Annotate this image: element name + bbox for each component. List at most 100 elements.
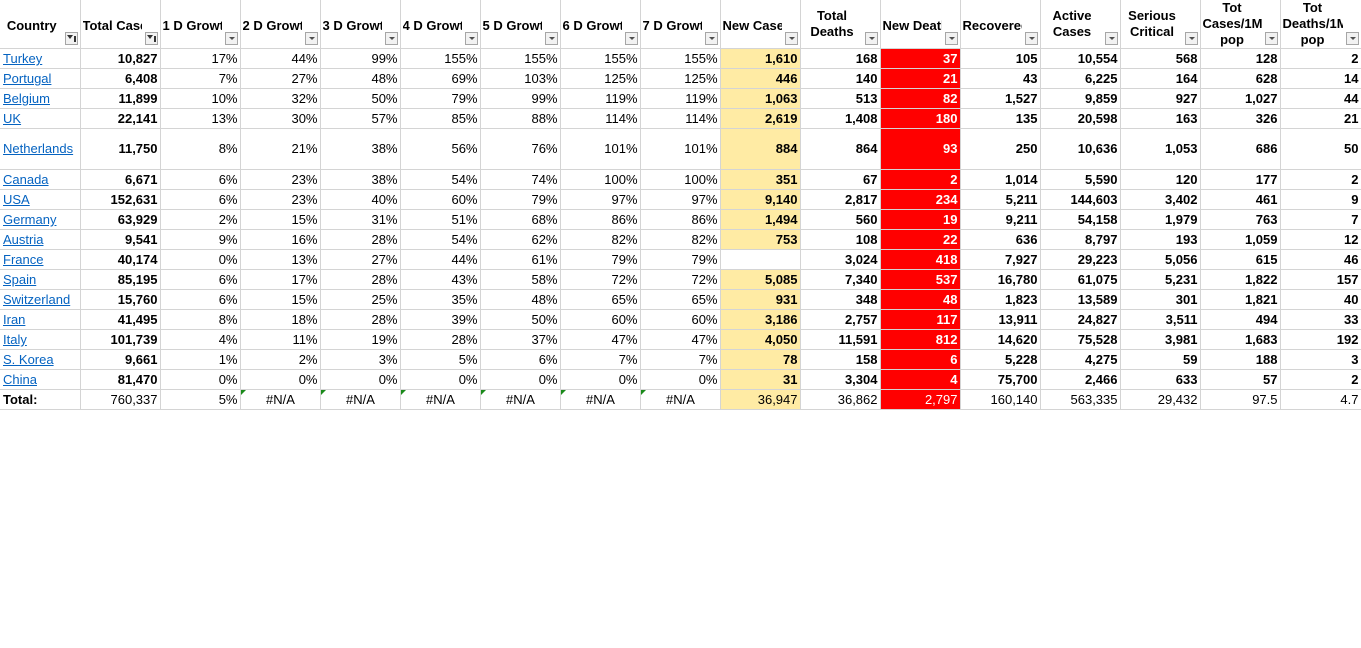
- data-cell: 93: [880, 128, 961, 170]
- filter-dropdown-icon[interactable]: [784, 32, 798, 45]
- total-cell: 5%: [160, 389, 241, 410]
- country-link[interactable]: Netherlands: [3, 141, 74, 156]
- data-cell: 72%: [640, 269, 721, 290]
- country-cell[interactable]: UK: [0, 108, 81, 129]
- data-cell: 22: [880, 229, 961, 250]
- filter-active-icon[interactable]: [144, 32, 158, 45]
- data-cell: 82%: [560, 229, 641, 250]
- data-cell: 1,823: [960, 289, 1041, 310]
- covid-data-table: Country Total Cases 1 D Growth 2 D Growth 3 …: [0, 0, 1361, 410]
- country-link[interactable]: Portugal: [3, 71, 52, 86]
- filter-dropdown-icon[interactable]: [1024, 32, 1038, 45]
- error-indicator-icon: [560, 390, 566, 395]
- country-cell[interactable]: S. Korea: [0, 349, 81, 370]
- data-cell: 28%: [320, 229, 401, 250]
- data-cell: 57: [1200, 369, 1281, 390]
- data-cell: 348: [800, 289, 881, 310]
- filter-dropdown-icon[interactable]: [1104, 32, 1118, 45]
- column-header-label: 7 D Growth: [642, 17, 702, 33]
- table-row: Iran 41,495 8% 18% 28% 39% 50% 60% 60% 3,186 2,757…: [0, 309, 1361, 330]
- data-cell: 62%: [480, 229, 561, 250]
- country-link[interactable]: Turkey: [3, 51, 43, 66]
- data-cell: 119%: [560, 88, 641, 109]
- filter-dropdown-icon[interactable]: [224, 32, 238, 45]
- data-cell: 101%: [640, 128, 721, 170]
- data-cell: 812: [880, 329, 961, 350]
- data-cell: 81,470: [80, 369, 161, 390]
- filter-dropdown-icon[interactable]: [384, 32, 398, 45]
- filter-dropdown-icon[interactable]: [944, 32, 958, 45]
- data-cell: 43: [960, 68, 1041, 89]
- country-cell[interactable]: Germany: [0, 209, 81, 230]
- table-row: Turkey 10,827 17% 44% 99% 155% 155% 155% 155% 1,6…: [0, 48, 1361, 69]
- country-cell[interactable]: Canada: [0, 169, 81, 190]
- data-cell: 158: [800, 349, 881, 370]
- data-cell: 40,174: [80, 249, 161, 270]
- country-cell[interactable]: Portugal: [0, 68, 81, 89]
- data-cell: 117: [880, 309, 961, 330]
- filter-dropdown-icon[interactable]: [624, 32, 638, 45]
- column-header-label: Serious Critical: [1128, 8, 1176, 39]
- country-link[interactable]: Switzerland: [3, 292, 71, 307]
- filter-dropdown-icon[interactable]: [464, 32, 478, 45]
- country-cell[interactable]: Switzerland: [0, 289, 81, 310]
- country-cell[interactable]: Spain: [0, 269, 81, 290]
- data-cell: 931: [720, 289, 801, 310]
- data-cell: 125%: [640, 68, 721, 89]
- data-cell: 157: [1280, 269, 1361, 290]
- data-cell: 78: [720, 349, 801, 370]
- filter-dropdown-icon[interactable]: [1184, 32, 1198, 45]
- table-row: USA 152,631 6% 23% 40% 60% 79% 97% 97% 9,140 2,817…: [0, 189, 1361, 210]
- data-cell: 180: [880, 108, 961, 129]
- column-header-label: Total Cases: [82, 17, 142, 33]
- data-cell: 20,598: [1040, 108, 1121, 129]
- country-link[interactable]: UK: [3, 111, 22, 126]
- filter-dropdown-icon[interactable]: [704, 32, 718, 45]
- country-link[interactable]: France: [3, 252, 44, 267]
- country-cell[interactable]: France: [0, 249, 81, 270]
- country-link[interactable]: Spain: [3, 272, 37, 287]
- total-cell: 2,797: [880, 389, 961, 410]
- column-header-14: Serious Critical: [1120, 0, 1201, 49]
- filter-active-icon[interactable]: [64, 32, 78, 45]
- country-link[interactable]: Italy: [3, 332, 27, 347]
- country-link[interactable]: Canada: [3, 172, 49, 187]
- country-cell[interactable]: Italy: [0, 329, 81, 350]
- country-cell[interactable]: Netherlands: [0, 128, 81, 170]
- data-cell: 15%: [240, 209, 321, 230]
- data-cell: 927: [1120, 88, 1201, 109]
- country-cell[interactable]: China: [0, 369, 81, 390]
- filter-dropdown-icon[interactable]: [1345, 32, 1359, 45]
- data-cell: 13%: [160, 108, 241, 129]
- country-link[interactable]: Iran: [3, 312, 26, 327]
- country-cell[interactable]: Belgium: [0, 88, 81, 109]
- country-link[interactable]: Belgium: [3, 91, 50, 106]
- country-link[interactable]: S. Korea: [3, 352, 54, 367]
- data-cell: 97%: [640, 189, 721, 210]
- data-cell: 0%: [400, 369, 481, 390]
- data-cell: 59: [1120, 349, 1201, 370]
- country-link[interactable]: China: [3, 372, 37, 387]
- country-link[interactable]: Austria: [3, 232, 44, 247]
- country-cell[interactable]: Turkey: [0, 48, 81, 69]
- country-link[interactable]: Germany: [3, 212, 57, 227]
- data-cell: 0%: [320, 369, 401, 390]
- error-indicator-icon: [480, 390, 486, 395]
- country-link[interactable]: USA: [3, 192, 30, 207]
- filter-dropdown-icon[interactable]: [304, 32, 318, 45]
- country-cell[interactable]: Iran: [0, 309, 81, 330]
- data-cell: 40: [1280, 289, 1361, 310]
- data-cell: 54%: [400, 229, 481, 250]
- data-cell: 63,929: [80, 209, 161, 230]
- data-cell: 155%: [560, 48, 641, 69]
- country-cell[interactable]: Austria: [0, 229, 81, 250]
- data-cell: 1%: [160, 349, 241, 370]
- filter-dropdown-icon[interactable]: [1264, 32, 1278, 45]
- data-cell: 10,827: [80, 48, 161, 69]
- country-cell[interactable]: USA: [0, 189, 81, 210]
- data-cell: 21: [1280, 108, 1361, 129]
- data-cell: 6%: [160, 289, 241, 310]
- filter-dropdown-icon[interactable]: [544, 32, 558, 45]
- data-cell: 6,408: [80, 68, 161, 89]
- filter-dropdown-icon[interactable]: [864, 32, 878, 45]
